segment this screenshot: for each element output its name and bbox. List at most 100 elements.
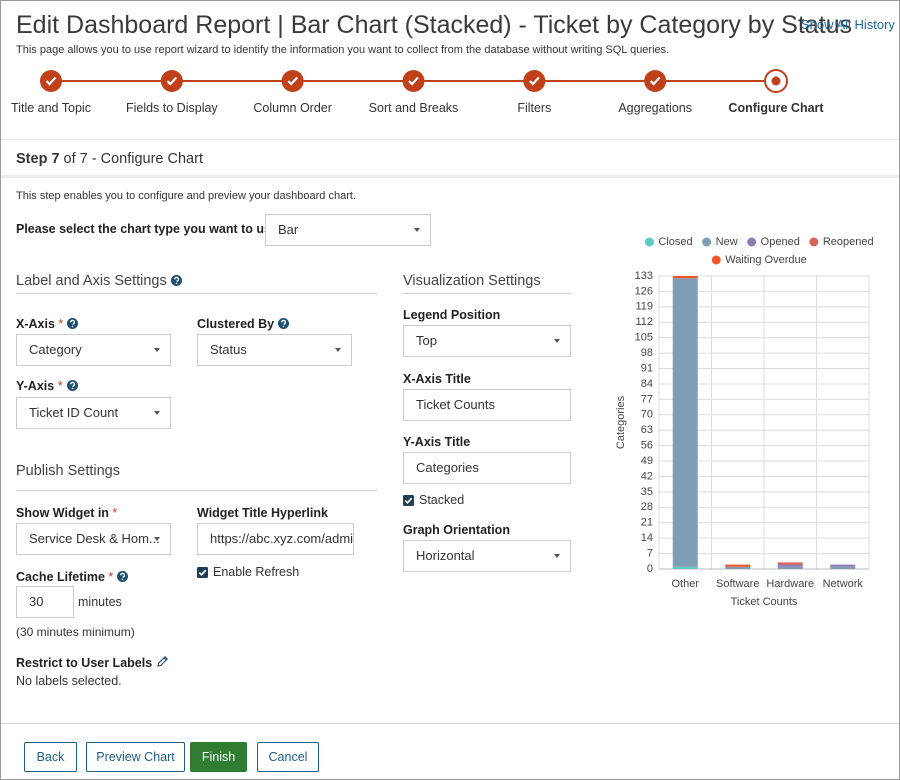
check-icon bbox=[166, 76, 178, 86]
y-tick-label: 21 bbox=[641, 517, 653, 529]
y-tick-label: 126 bbox=[635, 285, 653, 297]
bar-segment bbox=[725, 564, 751, 567]
step-label: Column Order bbox=[253, 101, 332, 115]
legend-label: Reopened bbox=[823, 236, 874, 248]
checkbox-box[interactable] bbox=[403, 495, 414, 506]
select-value: Status bbox=[210, 342, 247, 357]
help-icon[interactable] bbox=[170, 275, 182, 286]
legend-item: Closed bbox=[644, 236, 693, 248]
history-link[interactable]: Show All History bbox=[801, 17, 895, 32]
select-value: Service Desk & Hom... bbox=[29, 531, 160, 546]
label-text: Restrict to User Labels bbox=[16, 656, 153, 670]
input-value: https://abc.xyz.com/admir bbox=[210, 531, 354, 546]
field-label: Restrict to User Labels bbox=[16, 655, 169, 670]
y-tick-label: 63 bbox=[641, 424, 653, 436]
edit-icon[interactable] bbox=[156, 655, 169, 668]
label-text: Show Widget in bbox=[16, 506, 109, 520]
field-label: Widget Title Hyperlink bbox=[197, 506, 328, 520]
legend-item: Opened bbox=[747, 236, 800, 248]
field-label: Cache Lifetime * bbox=[16, 570, 129, 584]
restrict-value: No labels selected. bbox=[16, 674, 122, 688]
legend-swatch bbox=[809, 237, 819, 247]
check-icon bbox=[529, 76, 540, 86]
field-label: X-Axis Title bbox=[403, 372, 471, 386]
legend-label: Opened bbox=[761, 236, 800, 248]
help-icon[interactable] bbox=[278, 318, 290, 329]
checkbox[interactable]: Stacked bbox=[403, 493, 464, 507]
label-text: Clustered By bbox=[197, 317, 275, 331]
field-label: Legend Position bbox=[403, 308, 501, 322]
step-label: Filters bbox=[517, 101, 551, 115]
checkbox[interactable]: Enable Refresh bbox=[197, 565, 299, 579]
bar-segment bbox=[830, 566, 856, 569]
unit-label: minutes bbox=[78, 595, 122, 609]
y-tick-label: 49 bbox=[641, 455, 653, 467]
required-mark: * bbox=[57, 379, 63, 393]
step-label: Sort and Breaks bbox=[369, 101, 459, 115]
step-label: Aggregations bbox=[618, 101, 692, 115]
legend-label: Waiting Overdue bbox=[725, 254, 807, 266]
wizard-steps: Title and Topic Fields to Display Column O… bbox=[11, 69, 824, 115]
hyperlink-input[interactable]: https://abc.xyz.com/admir bbox=[197, 523, 354, 555]
required-mark: * bbox=[58, 317, 64, 331]
legend-label: New bbox=[716, 236, 738, 248]
legend-swatch bbox=[644, 237, 654, 247]
y-tick-label: 35 bbox=[641, 486, 653, 498]
bar-segment bbox=[777, 562, 803, 565]
x-axis-select[interactable]: Category bbox=[16, 334, 171, 366]
field-label: Graph Orientation bbox=[403, 523, 510, 537]
select-value: Bar bbox=[278, 222, 299, 237]
help-icon[interactable] bbox=[67, 318, 79, 329]
legend-swatch bbox=[747, 237, 757, 247]
page-title: Edit Dashboard Report | Bar Chart (Stack… bbox=[16, 11, 853, 39]
legend-label: Closed bbox=[658, 236, 692, 248]
cache-input[interactable]: 30 bbox=[16, 586, 74, 618]
legend-swatch bbox=[711, 255, 721, 265]
clustered-select[interactable]: Status bbox=[197, 334, 352, 366]
field-label: Y-Axis * bbox=[16, 379, 78, 393]
y-tick-label: 56 bbox=[641, 440, 653, 452]
legend-item: Reopened bbox=[809, 236, 874, 248]
chart-type-select[interactable]: Bar bbox=[265, 214, 431, 246]
section-heading: Visualization Settings bbox=[403, 273, 541, 289]
y-tick-label: 112 bbox=[635, 316, 653, 328]
field-label: X-Axis * bbox=[16, 317, 79, 331]
label-text: Cache Lifetime bbox=[16, 570, 105, 584]
widget-select[interactable]: Service Desk & Hom... bbox=[16, 523, 171, 555]
input-value: Categories bbox=[416, 460, 479, 475]
check-icon bbox=[649, 76, 661, 86]
bar-segment bbox=[672, 276, 698, 279]
x-title-input[interactable]: Ticket Counts bbox=[403, 389, 571, 421]
back-button[interactable]: Back bbox=[24, 742, 77, 772]
bar-segment bbox=[672, 278, 698, 567]
legend-item: Waiting Overdue bbox=[711, 254, 807, 266]
select-value: Top bbox=[416, 333, 437, 348]
finish-button[interactable]: Finish bbox=[190, 742, 247, 772]
checkbox-box[interactable] bbox=[197, 567, 208, 578]
y-tick-label: 84 bbox=[641, 378, 653, 390]
help-icon[interactable] bbox=[66, 380, 78, 391]
x-axis-title: Ticket Counts bbox=[731, 596, 798, 608]
step-label: Title and Topic bbox=[11, 101, 91, 115]
help-icon[interactable] bbox=[117, 571, 129, 582]
label-text: Y-Axis bbox=[16, 379, 55, 393]
checkbox-label: Enable Refresh bbox=[213, 565, 300, 579]
preview-button[interactable]: Preview Chart bbox=[86, 742, 185, 772]
step-label: Fields to Display bbox=[126, 101, 218, 115]
y-title-input[interactable]: Categories bbox=[403, 452, 571, 484]
legend-select[interactable]: Top bbox=[403, 325, 571, 357]
y-axis-select[interactable]: Ticket ID Count bbox=[16, 397, 171, 429]
orientation-select[interactable]: Horizontal bbox=[403, 540, 571, 572]
bar-segment bbox=[830, 564, 856, 567]
required-mark: * bbox=[112, 506, 118, 520]
check-icon bbox=[287, 76, 298, 86]
checkbox-label: Stacked bbox=[419, 493, 465, 507]
heading-text: Label and Axis Settings bbox=[16, 273, 167, 289]
label-text: X-Axis bbox=[16, 317, 55, 331]
select-value: Ticket ID Count bbox=[29, 405, 119, 420]
y-tick-label: 98 bbox=[641, 347, 653, 359]
cancel-button[interactable]: Cancel bbox=[257, 742, 319, 772]
check-icon bbox=[408, 76, 419, 86]
page-description: This page allows you to use report wizar… bbox=[16, 44, 670, 56]
